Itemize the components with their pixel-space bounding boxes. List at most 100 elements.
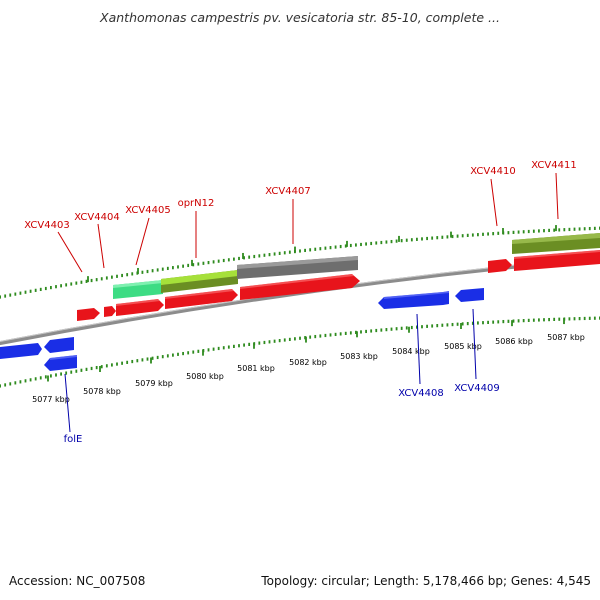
inner-track-minor-tick xyxy=(39,376,42,380)
inner-track-minor-tick xyxy=(288,337,291,342)
outer-track-minor-tick xyxy=(233,257,235,261)
inner-track-minor-tick xyxy=(85,367,88,371)
inner-track-minor-tick xyxy=(385,328,388,332)
inner-track-minor-tick xyxy=(151,356,154,360)
outer-track-minor-tick xyxy=(258,254,261,258)
outer-track-minor-tick xyxy=(375,241,378,245)
outer-track-minor-tick xyxy=(497,231,500,235)
outer-track-minor-tick xyxy=(360,242,362,247)
inner-track-minor-tick xyxy=(9,382,12,386)
inner-track-minor-tick xyxy=(238,344,240,348)
inner-track-minor-tick xyxy=(446,323,449,327)
inner-track-minor-tick xyxy=(65,371,68,375)
inner-track-minor-tick xyxy=(283,338,286,342)
inner-track-minor-tick xyxy=(248,342,251,346)
gene-xcv4411[interactable] xyxy=(514,250,600,271)
label-xcv4411[interactable]: XCV4411 xyxy=(531,160,576,171)
gene-oprn12[interactable] xyxy=(165,289,238,309)
label-oprn12[interactable]: oprN12 xyxy=(178,198,215,209)
inner-track-minor-tick xyxy=(177,352,179,356)
gene-xcv4403[interactable] xyxy=(77,308,100,321)
outer-track-minor-tick xyxy=(19,291,22,295)
outer-track-minor-tick xyxy=(487,232,489,236)
outer-track-minor-tick xyxy=(105,276,108,280)
outer-track-minor-tick xyxy=(588,226,591,231)
outer-track-minor-tick xyxy=(131,272,134,276)
outer-track-minor-tick xyxy=(85,279,88,283)
outer-track-minor-tick xyxy=(207,260,210,265)
inner-track-minor-tick xyxy=(233,344,235,348)
map-title: Xanthomonas campestris pv. vesicatoria s… xyxy=(99,10,500,25)
inner-track-minor-tick xyxy=(344,331,347,335)
inner-track-minor-tick xyxy=(553,317,556,321)
outer-track-minor-tick xyxy=(339,244,342,249)
outer-track-minor-tick xyxy=(593,226,596,230)
outer-track-minor-tick xyxy=(70,282,73,286)
inner-track-minor-tick xyxy=(14,381,17,385)
inner-track-minor-tick xyxy=(105,364,108,368)
kbp-label-5083: 5083 kbp xyxy=(340,352,378,361)
outer-track-minor-tick xyxy=(212,260,215,264)
label-xcv4403[interactable]: XCV4403 xyxy=(24,220,69,231)
inner-track-minor-tick xyxy=(441,323,444,327)
label-fole[interactable]: folE xyxy=(64,434,83,445)
outer-track-minor-tick xyxy=(456,234,459,238)
inner-track-minor-tick xyxy=(456,322,459,326)
outer-track-minor-tick xyxy=(451,234,454,239)
gene-xcv4407[interactable] xyxy=(240,274,360,300)
inner-track-minor-tick xyxy=(421,325,423,329)
kbp-label-5085: 5085 kbp xyxy=(444,342,482,351)
inner-track-minor-tick xyxy=(44,375,47,379)
outer-track-minor-tick xyxy=(197,262,200,266)
inner-track-minor-tick xyxy=(309,335,312,339)
outer-track-minor-tick xyxy=(543,229,545,233)
outer-track-minor-tick xyxy=(304,248,306,253)
outer-track-minor-tick xyxy=(522,230,525,234)
outer-track-minor-tick xyxy=(80,280,83,284)
kbp-label-5081: 5081 kbp xyxy=(237,364,275,373)
inner-track-minor-tick xyxy=(126,360,129,364)
kbp-label-5082: 5082 kbp xyxy=(289,358,327,367)
kbp-label-5078: 5078 kbp xyxy=(83,387,121,396)
label-xcv4409[interactable]: XCV4409 xyxy=(454,383,499,394)
inner-track-minor-tick xyxy=(182,351,184,356)
inner-track-minor-tick xyxy=(431,324,434,328)
outer-track-minor-tick xyxy=(14,292,17,296)
inner-track-minor-tick xyxy=(522,319,525,323)
gene-xcv4408[interactable] xyxy=(378,291,449,309)
outer-track-minor-tick xyxy=(34,288,37,292)
outer-track-minor-tick xyxy=(558,228,561,232)
outer-track-minor-tick xyxy=(583,227,586,231)
outer-track-minor-tick xyxy=(578,227,581,231)
kbp-label-5086: 5086 kbp xyxy=(495,337,533,346)
label-xcv4404[interactable]: XCV4404 xyxy=(74,212,119,223)
label-xcv4410[interactable]: XCV4410 xyxy=(470,166,515,177)
outer-track-minor-tick xyxy=(44,286,47,291)
inner-track-minor-tick xyxy=(471,321,474,325)
inner-track-minor-tick xyxy=(426,324,428,328)
gene-left-2[interactable] xyxy=(44,337,74,353)
inner-track-minor-tick xyxy=(29,378,32,382)
inner-track-minor-tick xyxy=(75,369,78,373)
outer-track-minor-tick xyxy=(507,231,510,235)
outer-track-minor-tick xyxy=(405,238,408,242)
outer-track-minor-tick xyxy=(436,236,439,240)
topology-text: Topology: circular; Length: 5,178,466 bp… xyxy=(260,574,591,588)
label-xcv4408[interactable]: XCV4408 xyxy=(398,388,443,399)
gene-xcv4404[interactable] xyxy=(104,306,116,317)
outer-track-minor-tick xyxy=(273,252,276,256)
label-xcv4407[interactable]: XCV4407 xyxy=(265,186,310,197)
gene-xcv4409[interactable] xyxy=(455,288,484,302)
inner-track-minor-tick xyxy=(263,340,266,345)
inner-track-minor-tick xyxy=(156,355,159,360)
gene-left-1[interactable] xyxy=(0,343,42,359)
outer-track-minor-tick xyxy=(146,269,149,274)
inner-track-minor-tick xyxy=(319,334,322,338)
outer-track-minor-tick xyxy=(222,258,225,263)
inner-track-minor-tick xyxy=(294,337,296,341)
kbp-label-5077: 5077 kbp xyxy=(32,395,70,404)
gene-xcv4410[interactable] xyxy=(488,259,512,273)
outer-track-minor-tick xyxy=(217,259,220,263)
inner-track-minor-tick xyxy=(161,355,164,359)
label-xcv4405[interactable]: XCV4405 xyxy=(125,205,170,216)
